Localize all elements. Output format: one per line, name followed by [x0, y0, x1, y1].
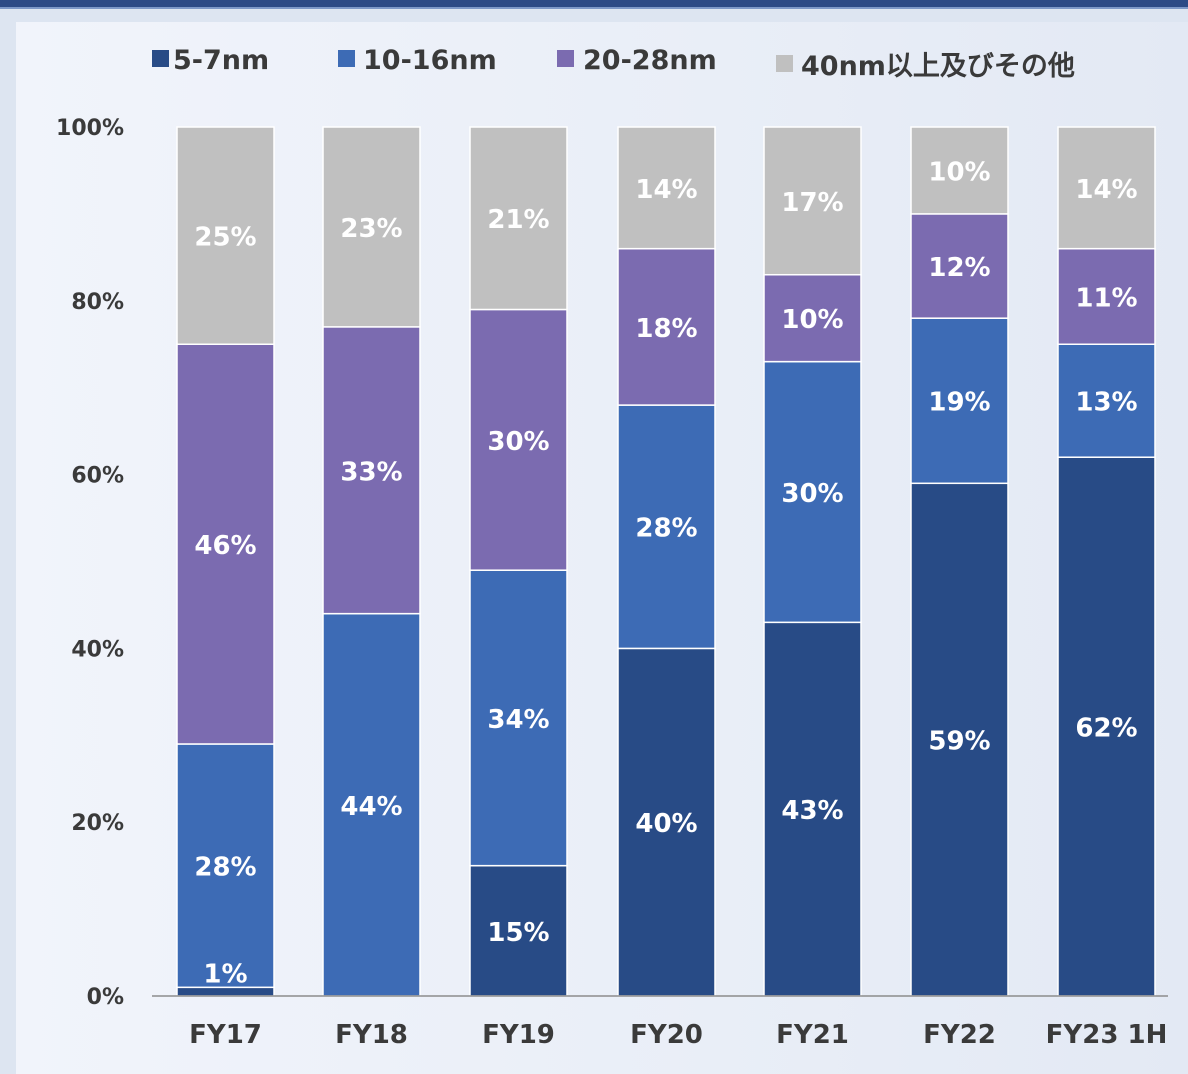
legend-item-3: 40nm以上及びその他 — [776, 51, 1075, 82]
data-labels: 1% 28% 46% 25% 44% 33% 23% 15% 34% 30% 21% 40% 28% 18… — [194, 157, 1137, 989]
legend-swatch — [557, 50, 574, 67]
bar-segment — [763, 360, 862, 624]
bar-segment — [763, 273, 862, 363]
bar-segment — [176, 126, 275, 345]
bar-segment — [1057, 126, 1156, 250]
x-tick-label: FY22 — [923, 1020, 996, 1050]
x-tick-label: FY21 — [776, 1020, 849, 1050]
data-label: 14% — [635, 175, 697, 205]
y-tick-label: 0% — [87, 985, 124, 1010]
legend-swatch — [776, 55, 793, 72]
y-tick-label: 20% — [71, 811, 124, 836]
bar-segment — [617, 404, 716, 650]
data-label: 23% — [340, 214, 402, 244]
data-label: 28% — [194, 853, 256, 883]
data-label: 13% — [1075, 388, 1137, 418]
legend-item-2: 20-28nm — [557, 45, 717, 76]
bar-segment — [322, 612, 421, 997]
legend-label: 5-7nm — [173, 45, 269, 76]
bar-segment — [1057, 456, 1156, 997]
bar-segment — [763, 126, 862, 276]
y-tick-label: 40% — [71, 637, 124, 662]
data-label: 30% — [487, 427, 549, 457]
data-label: 1% — [203, 959, 247, 989]
data-label: 33% — [340, 457, 402, 487]
y-axis: 0% 20% 40% 60% 80% 100% — [56, 116, 124, 1010]
data-label: 34% — [487, 705, 549, 735]
top-rule — [0, 0, 1188, 9]
data-label: 15% — [487, 918, 549, 948]
bar-segment — [469, 308, 568, 571]
bar-segment — [617, 247, 716, 406]
legend-item-1: 10-16nm — [338, 45, 497, 76]
legend-label: 40nm以上及びその他 — [801, 51, 1075, 82]
bars — [176, 126, 1156, 997]
bar-segment — [469, 864, 568, 997]
bar-segment — [469, 569, 568, 867]
data-label: 46% — [194, 531, 256, 561]
data-label: 30% — [781, 479, 843, 509]
data-label: 59% — [928, 727, 990, 757]
legend-swatch — [338, 50, 355, 67]
data-label: 40% — [635, 809, 697, 839]
legend-label: 10-16nm — [363, 45, 497, 76]
x-tick-label: FY19 — [482, 1020, 555, 1050]
data-label: 18% — [635, 314, 697, 344]
bar-segment — [617, 647, 716, 997]
y-tick-label: 100% — [56, 116, 124, 141]
data-label: 12% — [928, 253, 990, 283]
legend-label: 20-28nm — [583, 45, 717, 76]
data-label: 17% — [781, 188, 843, 218]
data-label: 62% — [1075, 714, 1137, 744]
bar-segment — [322, 326, 421, 615]
bar-segment — [910, 213, 1009, 319]
y-tick-label: 60% — [71, 464, 124, 489]
data-label: 10% — [781, 305, 843, 335]
data-label: 43% — [781, 796, 843, 826]
x-tick-label: FY18 — [335, 1020, 408, 1050]
bar-segment — [617, 126, 716, 250]
bar-segment — [1057, 247, 1156, 345]
legend-item-0: 5-7nm — [152, 45, 269, 76]
x-tick-label: FY20 — [630, 1020, 703, 1050]
data-label: 25% — [194, 223, 256, 253]
data-label: 21% — [487, 205, 549, 235]
data-label: 11% — [1075, 283, 1137, 313]
data-label: 10% — [928, 157, 990, 187]
x-tick-label: FY17 — [189, 1020, 262, 1050]
legend: 5-7nm 10-16nm 20-28nm 40nm以上及びその他 — [152, 45, 1075, 82]
data-label: 19% — [928, 388, 990, 418]
data-label: 28% — [635, 514, 697, 544]
bar-segment — [469, 126, 568, 311]
bar-segment — [910, 126, 1009, 215]
bar-segment — [176, 743, 275, 989]
x-tick-label: FY23 1H — [1046, 1020, 1168, 1050]
legend-swatch — [152, 50, 169, 67]
bar-segment — [322, 126, 421, 328]
bar-segment — [910, 317, 1009, 485]
data-label: 44% — [340, 792, 402, 822]
data-label: 14% — [1075, 175, 1137, 205]
y-tick-label: 80% — [71, 290, 124, 315]
x-axis: FY17 FY18 FY19 FY20 FY21 FY22 FY23 1H — [152, 995, 1168, 1050]
